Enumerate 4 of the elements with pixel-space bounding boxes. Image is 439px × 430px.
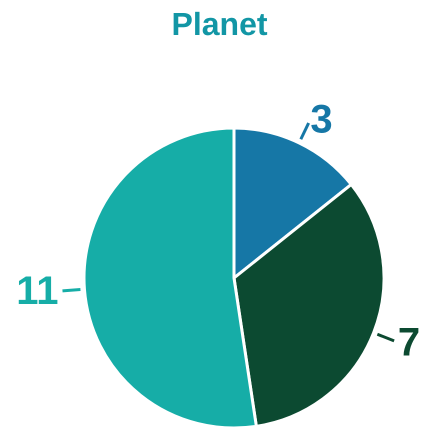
data-label: 11 [16,269,58,314]
chart-title: Planet [170,6,269,43]
data-label: 3 [310,97,333,142]
data-label: 7 [398,320,420,364]
